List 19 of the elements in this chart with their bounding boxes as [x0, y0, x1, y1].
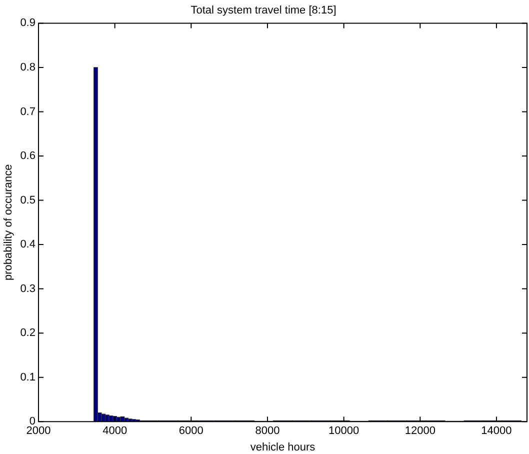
- x-tick-label: 2000: [26, 425, 51, 438]
- y-tick-label: 0.6: [20, 150, 36, 162]
- y-axis-title: probability of occurance: [2, 164, 15, 280]
- x-tick-label: 14000: [481, 425, 512, 438]
- y-tick-label: 0.8: [20, 62, 36, 74]
- x-axis-title: vehicle hours: [250, 441, 316, 454]
- chart-title: Total system travel time [8:15]: [190, 4, 336, 17]
- x-tick-label: 8000: [255, 425, 280, 438]
- x-tick-label: 10000: [328, 425, 360, 438]
- y-tick-label: 0.1: [20, 371, 36, 384]
- y-tick-label: 0.2: [20, 327, 36, 340]
- y-tick-label: 0.7: [20, 106, 36, 118]
- y-tick-label: 0.3: [20, 282, 36, 295]
- y-tick-label: 0.9: [20, 17, 36, 30]
- x-tick-label: 6000: [178, 425, 204, 438]
- x-tick-label: 4000: [102, 425, 128, 438]
- y-tick-label: 0.5: [20, 194, 36, 206]
- x-tick-label: 12000: [404, 425, 436, 438]
- y-tick-label: 0.4: [20, 238, 36, 251]
